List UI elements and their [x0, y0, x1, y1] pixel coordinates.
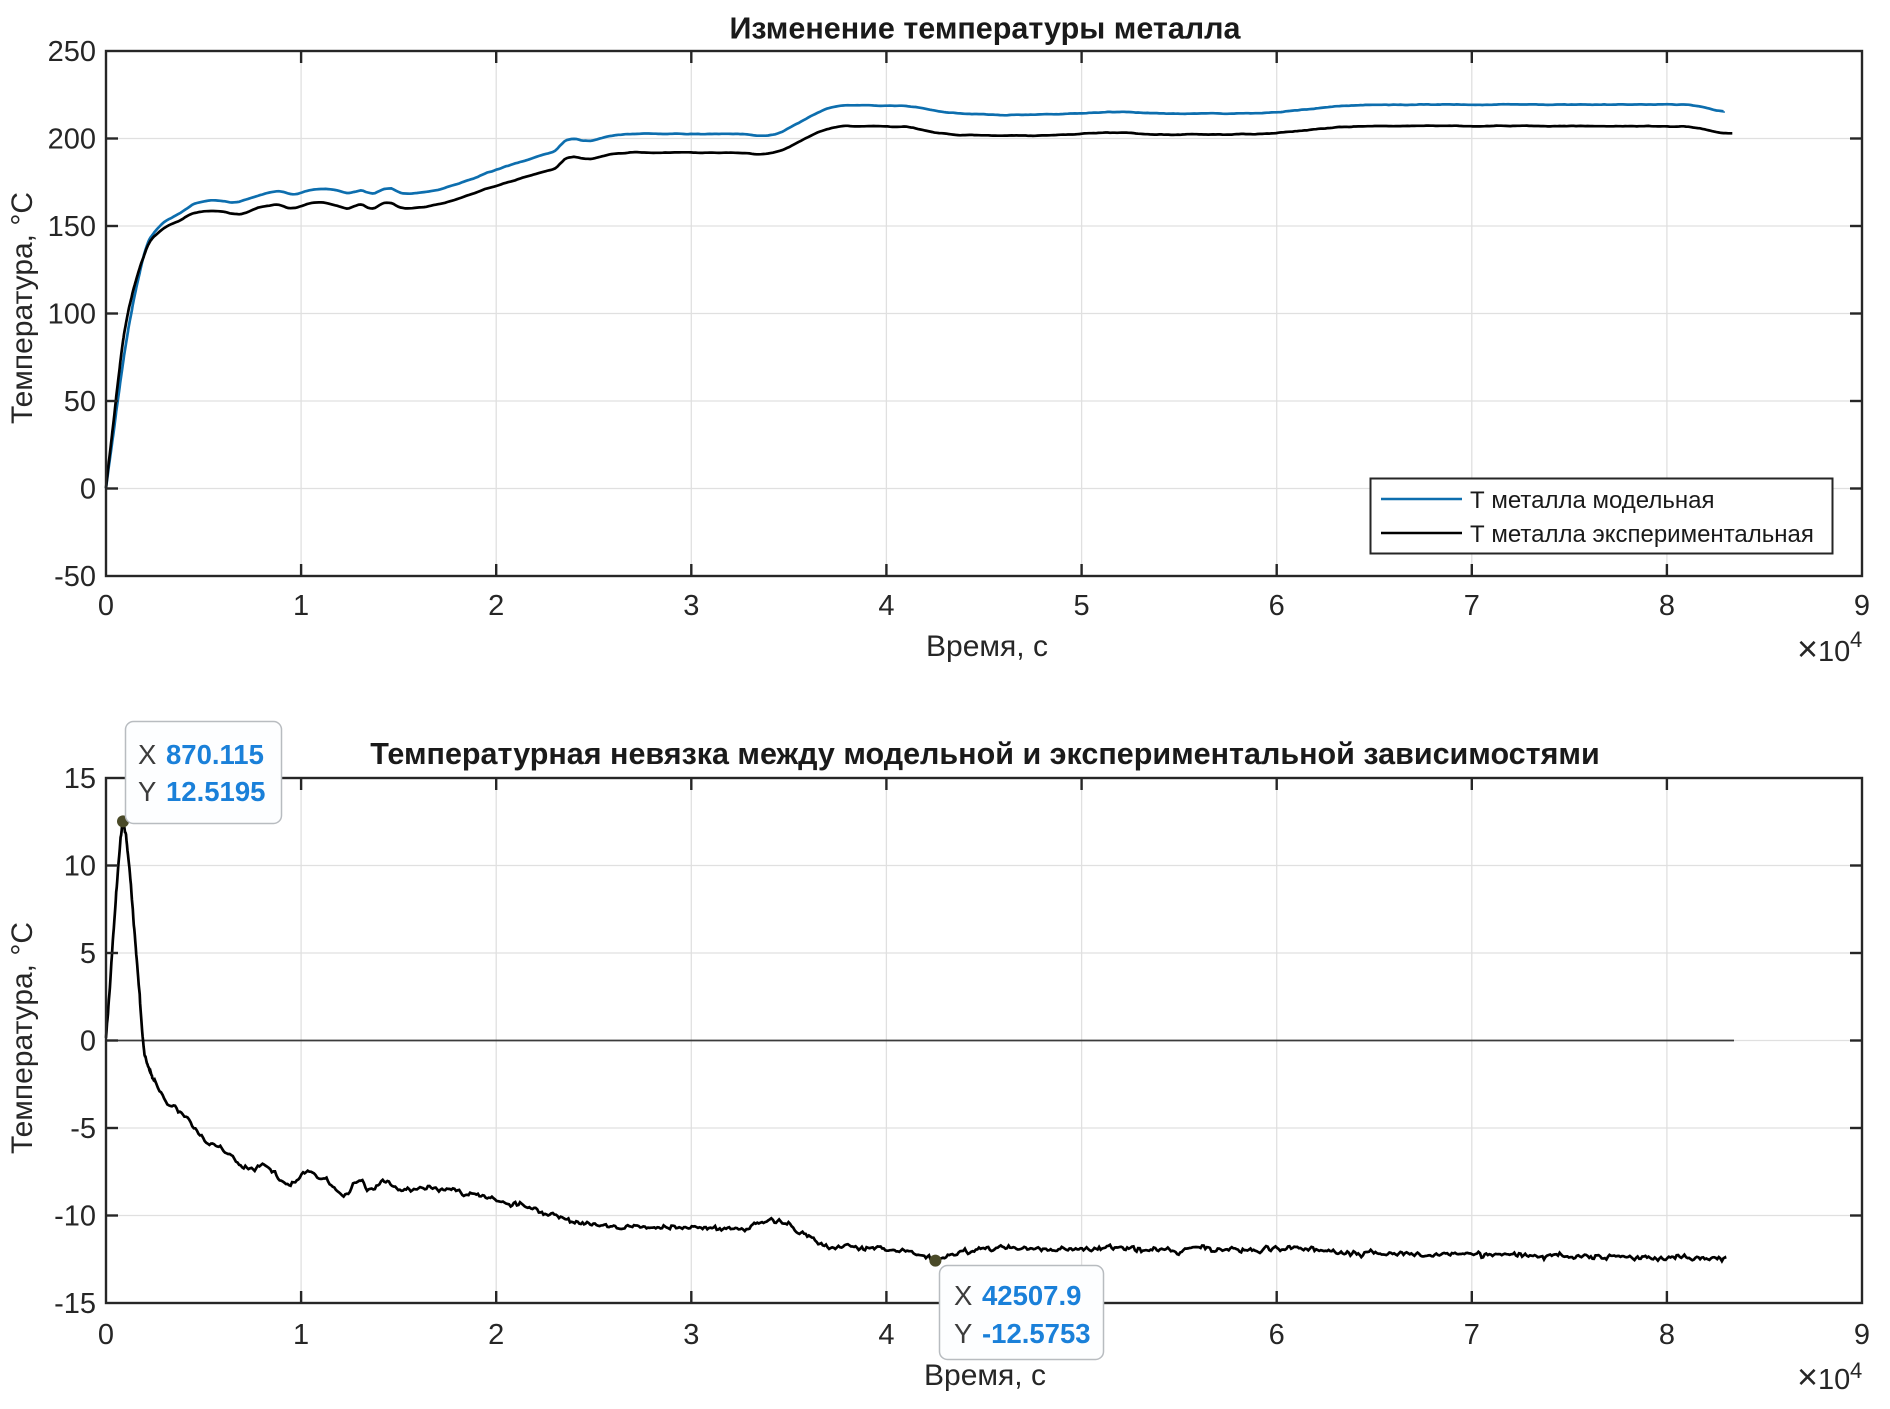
svg-text:15: 15 — [64, 763, 96, 795]
svg-text:9: 9 — [1854, 590, 1870, 622]
svg-text:2: 2 — [488, 1319, 504, 1351]
svg-text:Т металла экспериментальная: Т металла экспериментальная — [1470, 521, 1814, 548]
svg-text:Т металла модельная: Т металла модельная — [1470, 487, 1714, 514]
svg-text:8: 8 — [1659, 1319, 1675, 1351]
svg-text:10: 10 — [64, 850, 96, 882]
svg-text:1: 1 — [293, 590, 309, 622]
svg-text:870.115: 870.115 — [166, 739, 264, 770]
svg-text:0: 0 — [98, 590, 114, 622]
svg-text:X: X — [954, 1280, 972, 1311]
svg-text:Y: Y — [954, 1318, 972, 1349]
svg-text:0: 0 — [80, 473, 96, 505]
svg-text:×: × — [1797, 628, 1818, 669]
svg-text:-12.5753: -12.5753 — [982, 1318, 1091, 1349]
svg-text:Температурная невязка между мо: Температурная невязка между модельной и … — [370, 737, 1599, 771]
svg-text:4: 4 — [878, 1319, 894, 1351]
svg-text:100: 100 — [48, 298, 96, 330]
svg-text:3: 3 — [683, 590, 699, 622]
svg-text:42507.9: 42507.9 — [982, 1280, 1081, 1311]
svg-text:Температура, °C: Температура, °C — [6, 192, 39, 424]
svg-text:4: 4 — [878, 590, 894, 622]
svg-text:X: X — [138, 739, 156, 770]
svg-text:Y: Y — [138, 776, 156, 807]
svg-text:Время, с: Время, с — [926, 630, 1048, 663]
svg-text:6: 6 — [1269, 1319, 1285, 1351]
svg-text:2: 2 — [488, 590, 504, 622]
svg-text:-50: -50 — [54, 561, 96, 593]
svg-text:Время, с: Время, с — [924, 1359, 1046, 1392]
svg-text:-10: -10 — [54, 1200, 96, 1232]
svg-text:1: 1 — [293, 1319, 309, 1351]
svg-text:6: 6 — [1269, 590, 1285, 622]
svg-text:200: 200 — [48, 123, 96, 155]
svg-text:8: 8 — [1659, 590, 1675, 622]
svg-text:-5: -5 — [70, 1113, 96, 1145]
svg-text:3: 3 — [683, 1319, 699, 1351]
svg-text:9: 9 — [1854, 1319, 1870, 1351]
svg-text:5: 5 — [80, 938, 96, 970]
svg-text:150: 150 — [48, 211, 96, 243]
svg-text:-15: -15 — [54, 1288, 96, 1320]
svg-text:4: 4 — [1850, 1358, 1862, 1383]
svg-text:Изменение температуры металла: Изменение температуры металла — [729, 12, 1241, 46]
svg-text:0: 0 — [98, 1319, 114, 1351]
svg-text:7: 7 — [1464, 1319, 1480, 1351]
svg-text:10: 10 — [1818, 1364, 1850, 1396]
svg-text:12.5195: 12.5195 — [166, 776, 265, 807]
svg-text:×: × — [1797, 1356, 1818, 1397]
svg-text:250: 250 — [48, 36, 96, 68]
svg-text:10: 10 — [1818, 636, 1850, 668]
svg-text:0: 0 — [80, 1025, 96, 1057]
svg-text:5: 5 — [1074, 590, 1090, 622]
svg-text:4: 4 — [1850, 627, 1862, 652]
svg-text:7: 7 — [1464, 590, 1480, 622]
svg-text:Температура, °C: Температура, °C — [6, 922, 39, 1154]
svg-text:50: 50 — [64, 386, 96, 418]
